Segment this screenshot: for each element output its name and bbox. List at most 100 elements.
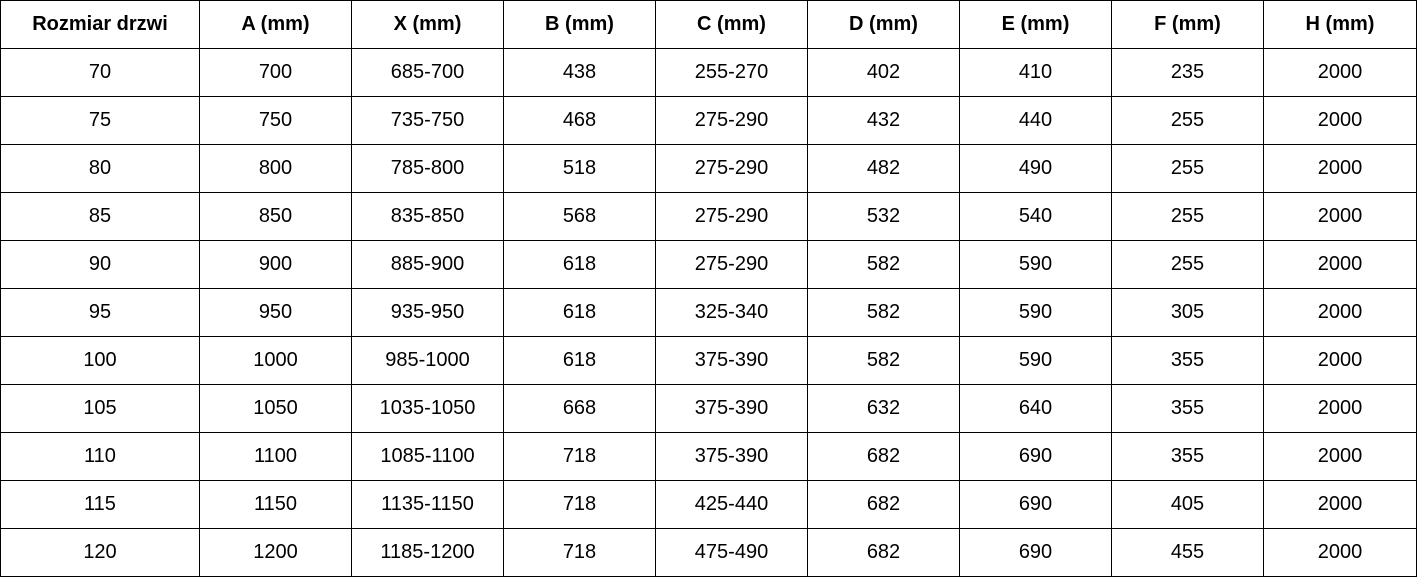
table-cell: 590: [960, 241, 1112, 289]
table-cell: 1135-1150: [352, 481, 504, 529]
table-cell: 690: [960, 433, 1112, 481]
header-cell: E (mm): [960, 1, 1112, 49]
table-cell: 668: [504, 385, 656, 433]
table-cell: 2000: [1264, 49, 1417, 97]
table-cell: 425-440: [656, 481, 808, 529]
table-cell: 618: [504, 337, 656, 385]
table-cell: 410: [960, 49, 1112, 97]
table-cell: 120: [1, 529, 200, 577]
table-cell: 455: [1112, 529, 1264, 577]
table-cell: 540: [960, 193, 1112, 241]
table-cell: 85: [1, 193, 200, 241]
table-cell: 2000: [1264, 337, 1417, 385]
table-cell: 950: [200, 289, 352, 337]
table-cell: 438: [504, 49, 656, 97]
table-cell: 402: [808, 49, 960, 97]
table-cell: 90: [1, 241, 200, 289]
table-cell: 475-490: [656, 529, 808, 577]
header-cell: H (mm): [1264, 1, 1417, 49]
header-cell: Rozmiar drzwi: [1, 1, 200, 49]
table-cell: 1000: [200, 337, 352, 385]
table-cell: 785-800: [352, 145, 504, 193]
table-cell: 80: [1, 145, 200, 193]
table-cell: 2000: [1264, 433, 1417, 481]
table-cell: 255: [1112, 145, 1264, 193]
table-cell: 325-340: [656, 289, 808, 337]
table-cell: 718: [504, 433, 656, 481]
header-cell: D (mm): [808, 1, 960, 49]
table-cell: 255: [1112, 241, 1264, 289]
table-cell: 432: [808, 97, 960, 145]
table-cell: 255-270: [656, 49, 808, 97]
table-cell: 490: [960, 145, 1112, 193]
table-cell: 985-1000: [352, 337, 504, 385]
table-cell: 1185-1200: [352, 529, 504, 577]
table-cell: 532: [808, 193, 960, 241]
table-cell: 115: [1, 481, 200, 529]
table-cell: 590: [960, 337, 1112, 385]
table-cell: 2000: [1264, 481, 1417, 529]
header-cell: F (mm): [1112, 1, 1264, 49]
header-cell: C (mm): [656, 1, 808, 49]
table-cell: 682: [808, 481, 960, 529]
table-cell: 75: [1, 97, 200, 145]
table-cell: 355: [1112, 337, 1264, 385]
table-cell: 582: [808, 241, 960, 289]
table-cell: 110: [1, 433, 200, 481]
table-cell: 700: [200, 49, 352, 97]
table-cell: 255: [1112, 97, 1264, 145]
table-cell: 1050: [200, 385, 352, 433]
table-cell: 275-290: [656, 97, 808, 145]
table-cell: 468: [504, 97, 656, 145]
table-cell: 2000: [1264, 529, 1417, 577]
table-cell: 105: [1, 385, 200, 433]
table-cell: 618: [504, 289, 656, 337]
table-cell: 885-900: [352, 241, 504, 289]
table-cell: 632: [808, 385, 960, 433]
table-cell: 1035-1050: [352, 385, 504, 433]
header-cell: X (mm): [352, 1, 504, 49]
table-cell: 100: [1, 337, 200, 385]
table-cell: 685-700: [352, 49, 504, 97]
table-cell: 690: [960, 529, 1112, 577]
table-cell: 618: [504, 241, 656, 289]
table-cell: 235: [1112, 49, 1264, 97]
table-cell: 835-850: [352, 193, 504, 241]
table-cell: 95: [1, 289, 200, 337]
table-cell: 375-390: [656, 433, 808, 481]
table-cell: 275-290: [656, 145, 808, 193]
table-cell: 1100: [200, 433, 352, 481]
table-cell: 70: [1, 49, 200, 97]
table-cell: 2000: [1264, 289, 1417, 337]
table-cell: 1085-1100: [352, 433, 504, 481]
table-cell: 405: [1112, 481, 1264, 529]
table-cell: 518: [504, 145, 656, 193]
table-cell: 850: [200, 193, 352, 241]
table-cell: 718: [504, 481, 656, 529]
table-cell: 568: [504, 193, 656, 241]
table-cell: 690: [960, 481, 1112, 529]
table-cell: 275-290: [656, 193, 808, 241]
table-cell: 2000: [1264, 97, 1417, 145]
table-cell: 375-390: [656, 385, 808, 433]
table-cell: 1150: [200, 481, 352, 529]
table-cell: 440: [960, 97, 1112, 145]
table-cell: 590: [960, 289, 1112, 337]
table-cell: 935-950: [352, 289, 504, 337]
table-cell: 482: [808, 145, 960, 193]
table-cell: 800: [200, 145, 352, 193]
table-cell: 255: [1112, 193, 1264, 241]
table-cell: 305: [1112, 289, 1264, 337]
table-cell: 355: [1112, 433, 1264, 481]
table-cell: 735-750: [352, 97, 504, 145]
table-cell: 900: [200, 241, 352, 289]
table-cell: 682: [808, 529, 960, 577]
header-cell: B (mm): [504, 1, 656, 49]
table-cell: 718: [504, 529, 656, 577]
table-cell: 2000: [1264, 145, 1417, 193]
table-cell: 275-290: [656, 241, 808, 289]
table-cell: 640: [960, 385, 1112, 433]
table-cell: 1200: [200, 529, 352, 577]
table-cell: 582: [808, 337, 960, 385]
